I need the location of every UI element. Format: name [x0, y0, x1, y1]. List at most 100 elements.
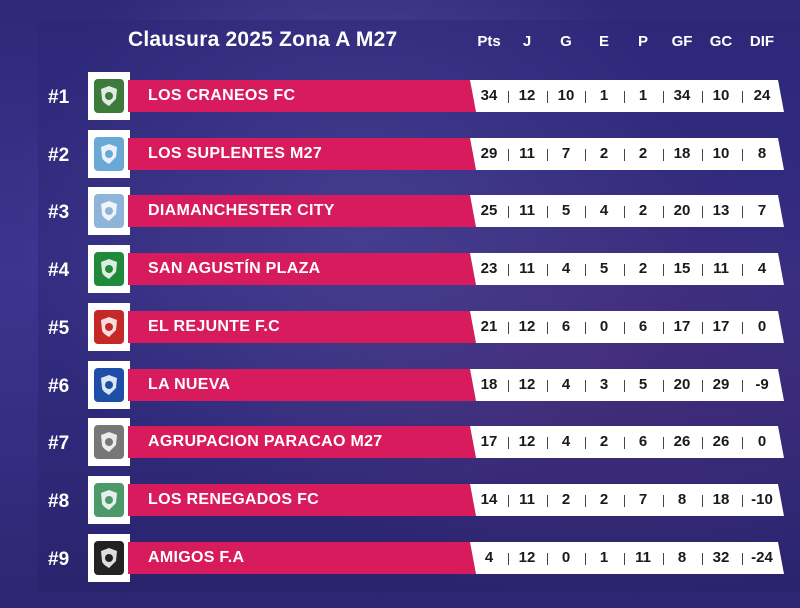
team-name: SAN AGUSTÍN PLAZA: [148, 260, 321, 277]
stat-pts: 18: [480, 376, 498, 393]
column-divider: [585, 380, 586, 392]
rank-label: #4: [48, 260, 70, 281]
stat-gf: 20: [673, 202, 691, 219]
column-divider: [508, 264, 509, 276]
team-name: DIAMANCHESTER CITY: [148, 202, 335, 219]
team-name-bar: LOS RENEGADOS FC: [128, 484, 476, 516]
stat-gc: 17: [712, 318, 730, 335]
team-logo: [88, 361, 130, 409]
rank-label: #8: [48, 491, 70, 512]
stat-g: 0: [561, 549, 571, 566]
stat-e: 5: [599, 260, 609, 277]
stat-j: 12: [518, 318, 536, 335]
stat-g: 4: [561, 433, 571, 450]
stat-gc: 18: [712, 491, 730, 508]
stats-strip: 18 12 4 3 5 20 29 -9: [470, 369, 784, 401]
column-divider: [585, 495, 586, 507]
column-divider: [547, 91, 548, 103]
stat-g: 4: [561, 260, 571, 277]
stat-pts: 14: [480, 491, 498, 508]
column-divider: [663, 495, 664, 507]
stat-dif: 24: [753, 87, 771, 104]
header-dif: DIF: [749, 33, 775, 50]
stat-dif: -24: [751, 549, 773, 566]
stat-e: 0: [599, 318, 609, 335]
header-gf: GF: [671, 33, 693, 50]
stats-strip: 23 11 4 5 2 15 11 4: [470, 253, 784, 285]
column-divider: [742, 206, 743, 218]
column-divider: [742, 322, 743, 334]
stat-g: 7: [561, 145, 571, 162]
team-name: LOS SUPLENTES M27: [148, 145, 323, 162]
column-divider: [585, 437, 586, 449]
team-logo: [88, 418, 130, 466]
column-divider: [624, 553, 625, 565]
column-divider: [624, 322, 625, 334]
column-divider: [585, 553, 586, 565]
column-divider: [508, 495, 509, 507]
team-name-bar: LOS SUPLENTES M27: [128, 138, 476, 170]
column-divider: [663, 149, 664, 161]
column-divider: [624, 149, 625, 161]
column-divider: [742, 437, 743, 449]
stat-dif: 7: [757, 202, 767, 219]
stat-e: 4: [599, 202, 609, 219]
skull-crest-icon: [94, 79, 124, 113]
team-name: LOS CRANEOS FC: [148, 87, 296, 104]
team-logo: [88, 476, 130, 524]
column-divider: [663, 380, 664, 392]
column-divider: [702, 264, 703, 276]
stat-gc: 29: [712, 376, 730, 393]
stat-j: 11: [519, 260, 535, 277]
stat-j: 12: [518, 376, 536, 393]
column-divider: [585, 91, 586, 103]
stat-dif: 0: [757, 433, 767, 450]
stat-g: 10: [557, 87, 575, 104]
column-divider: [663, 264, 664, 276]
stat-j: 11: [519, 145, 535, 162]
stat-gf: 20: [673, 376, 691, 393]
team-name: AGRUPACION PARACAO M27: [148, 433, 383, 450]
column-divider: [663, 206, 664, 218]
column-divider: [508, 380, 509, 392]
header-e: E: [598, 33, 609, 50]
stat-pts: 25: [480, 202, 498, 219]
stat-dif: 0: [757, 318, 767, 335]
column-divider: [547, 322, 548, 334]
team-logo: [88, 534, 130, 582]
stat-pts: 4: [484, 549, 494, 566]
stat-gc: 10: [712, 145, 730, 162]
stats-strip: 29 11 7 2 2 18 10 8: [470, 138, 784, 170]
column-divider: [508, 91, 509, 103]
rank-label: #7: [48, 433, 70, 454]
column-divider: [585, 149, 586, 161]
stats-strip: 21 12 6 0 6 17 17 0: [470, 311, 784, 343]
column-divider: [547, 495, 548, 507]
rank-label: #6: [48, 376, 70, 397]
rank-label: #5: [48, 318, 70, 339]
column-divider: [508, 206, 509, 218]
column-divider: [742, 149, 743, 161]
stat-gc: 13: [712, 202, 730, 219]
stat-p: 2: [638, 202, 648, 219]
stat-pts: 34: [480, 87, 498, 104]
stat-g: 4: [561, 376, 571, 393]
rank-label: #1: [48, 87, 70, 108]
stat-g: 2: [561, 491, 571, 508]
stat-p: 6: [638, 433, 648, 450]
stat-dif: 4: [757, 260, 767, 277]
team-logo: [88, 245, 130, 293]
stat-j: 11: [519, 491, 535, 508]
stat-gf: 15: [673, 260, 691, 277]
stat-gf: 17: [673, 318, 691, 335]
column-divider: [585, 322, 586, 334]
red-ball-icon: [94, 541, 124, 575]
team-logo: [88, 303, 130, 351]
column-divider: [742, 264, 743, 276]
column-divider: [742, 380, 743, 392]
column-divider: [702, 553, 703, 565]
column-divider: [624, 206, 625, 218]
stat-p: 6: [638, 318, 648, 335]
stat-g: 6: [561, 318, 571, 335]
team-logo: [88, 130, 130, 178]
